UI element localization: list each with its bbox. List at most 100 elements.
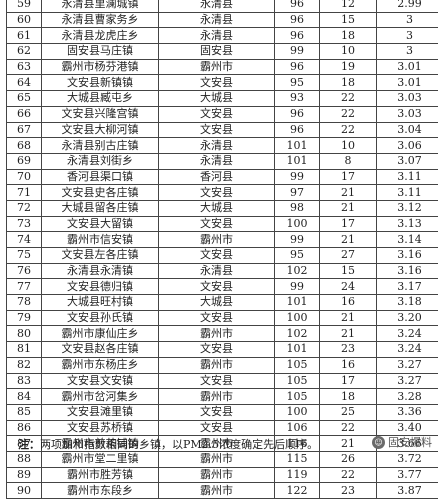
town-name-cell: 固安县马庄镇 [42,44,159,60]
index-value-cell: 95 [275,75,320,91]
score-value-cell: 3.11 [377,185,438,201]
row-index-cell: 84 [7,389,42,405]
score-value-cell: 2.99 [377,0,438,12]
row-index-cell: 75 [7,248,42,264]
town-name-cell: 永清县别古庄镇 [42,138,159,154]
row-index-cell: 86 [7,420,42,436]
town-name-cell: 文安县苏桥镇 [42,420,159,436]
index-value-cell: 96 [275,0,320,12]
score-value-cell: 3.01 [377,75,438,91]
county-name-cell: 永清县 [159,153,275,169]
pm25-value-cell: 8 [320,153,377,169]
pm25-value-cell: 17 [320,169,377,185]
row-index-cell: 70 [7,169,42,185]
row-index-cell: 78 [7,295,42,311]
county-name-cell: 永清县 [159,263,275,279]
county-name-cell: 永清县 [159,28,275,44]
index-value-cell: 97 [275,185,320,201]
row-index-cell: 79 [7,310,42,326]
town-name-cell: 霸州市康仙庄乡 [42,326,159,342]
pm25-value-cell: 17 [320,216,377,232]
score-value-cell: 3.27 [377,357,438,373]
town-name-cell: 永清县刘街乡 [42,153,159,169]
town-name-cell: 文安县滩里镇 [42,404,159,420]
town-name-cell: 永清县里澜城镇 [42,0,159,12]
pm25-value-cell: 18 [320,28,377,44]
score-value-cell: 3.20 [377,310,438,326]
score-value-cell: 3.13 [377,216,438,232]
index-value-cell: 96 [275,28,320,44]
county-name-cell: 大城县 [159,200,275,216]
town-name-cell: 文安县新镇镇 [42,75,159,91]
index-value-cell: 96 [275,122,320,138]
pm25-value-cell: 22 [320,467,377,483]
county-name-cell: 大城县 [159,295,275,311]
score-value-cell: 3.16 [377,248,438,264]
score-value-cell: 3.07 [377,153,438,169]
index-value-cell: 96 [275,106,320,122]
index-value-cell: 99 [275,279,320,295]
score-value-cell: 3.01 [377,59,438,75]
pm25-value-cell: 10 [320,138,377,154]
score-value-cell: 3.87 [377,483,438,499]
county-name-cell: 霸州市 [159,326,275,342]
town-name-cell: 永清县龙虎庄乡 [42,28,159,44]
row-index-cell: 85 [7,404,42,420]
score-value-cell: 3.36 [377,404,438,420]
pm25-value-cell: 21 [320,185,377,201]
pm25-value-cell: 22 [320,91,377,107]
county-name-cell: 文安县 [159,248,275,264]
row-index-cell: 89 [7,467,42,483]
score-value-cell: 3.03 [377,91,438,107]
row-index-cell: 66 [7,106,42,122]
pm25-value-cell: 23 [320,342,377,358]
county-name-cell: 文安县 [159,373,275,389]
town-name-cell: 文安县大留镇 [42,216,159,232]
pm25-value-cell: 21 [320,310,377,326]
row-index-cell: 67 [7,122,42,138]
row-index-cell: 71 [7,185,42,201]
pm25-value-cell: 16 [320,295,377,311]
town-name-cell: 文安县赵各庄镇 [42,342,159,358]
town-name-cell: 霸州市杨芬港镇 [42,59,159,75]
county-name-cell: 霸州市 [159,483,275,499]
town-name-cell: 文安县史各庄镇 [42,185,159,201]
town-name-cell: 文安县左各庄镇 [42,248,159,264]
watermark-text: 固安爆料 [388,434,432,450]
town-name-cell: 霸州市东杨庄乡 [42,357,159,373]
county-name-cell: 永清县 [159,138,275,154]
town-name-cell: 文安县大柳河镇 [42,122,159,138]
county-name-cell: 霸州市 [159,451,275,467]
town-name-cell: 文安县德归镇 [42,279,159,295]
row-index-cell: 69 [7,153,42,169]
score-value-cell: 3.06 [377,138,438,154]
county-name-cell: 香河县 [159,169,275,185]
pm25-value-cell: 17 [320,373,377,389]
note-label: 注： [18,438,40,451]
county-name-cell: 文安县 [159,310,275,326]
pm25-value-cell: 16 [320,357,377,373]
row-index-cell: 83 [7,373,42,389]
score-value-cell: 3 [377,44,438,60]
county-name-cell: 文安县 [159,122,275,138]
county-name-cell: 文安县 [159,279,275,295]
row-index-cell: 82 [7,357,42,373]
index-value-cell: 101 [275,295,320,311]
town-name-cell: 永清县永清镇 [42,263,159,279]
row-index-cell: 80 [7,326,42,342]
pm25-value-cell: 21 [320,232,377,248]
county-name-cell: 霸州市 [159,467,275,483]
score-value-cell: 3.11 [377,169,438,185]
